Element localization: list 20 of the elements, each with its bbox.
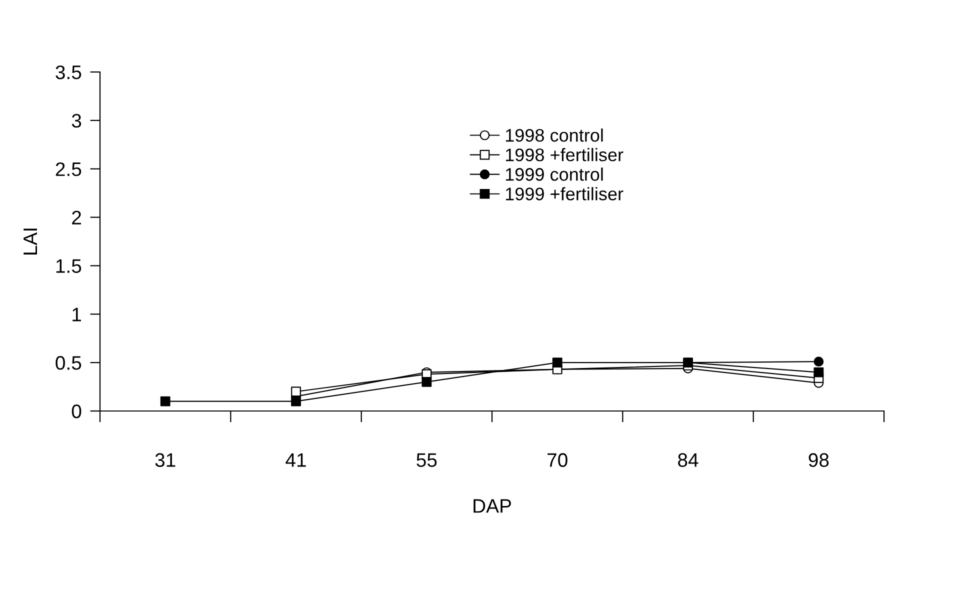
x-tick-label: 55	[416, 453, 437, 467]
y-tick-label: 1	[72, 308, 81, 322]
y-tick-label: 0	[72, 404, 82, 418]
legend-label: 1999 +fertiliser	[506, 187, 624, 200]
y-tick-label: 1.5	[56, 259, 82, 273]
legend-label: 1998 +fertiliser	[506, 148, 624, 162]
x-tick-label: 70	[548, 453, 568, 467]
x-tick-label: 41	[286, 453, 306, 467]
x-tick-label: 31	[155, 453, 176, 467]
legend-label: 1999 control	[506, 168, 603, 181]
y-tick-label: 3	[72, 114, 82, 128]
x-tick-label: 98	[808, 453, 829, 467]
y-axis-title: LAI	[24, 228, 37, 254]
x-axis-title: DAP	[474, 499, 511, 513]
y-tick-label: 2	[72, 210, 81, 224]
y-tick-label: 0.5	[56, 356, 82, 370]
x-tick-label: 84	[678, 453, 698, 467]
y-tick-label: 3.5	[56, 65, 82, 80]
y-tick-label: 2.5	[56, 162, 82, 176]
legend-label: 1998 control	[506, 128, 603, 142]
